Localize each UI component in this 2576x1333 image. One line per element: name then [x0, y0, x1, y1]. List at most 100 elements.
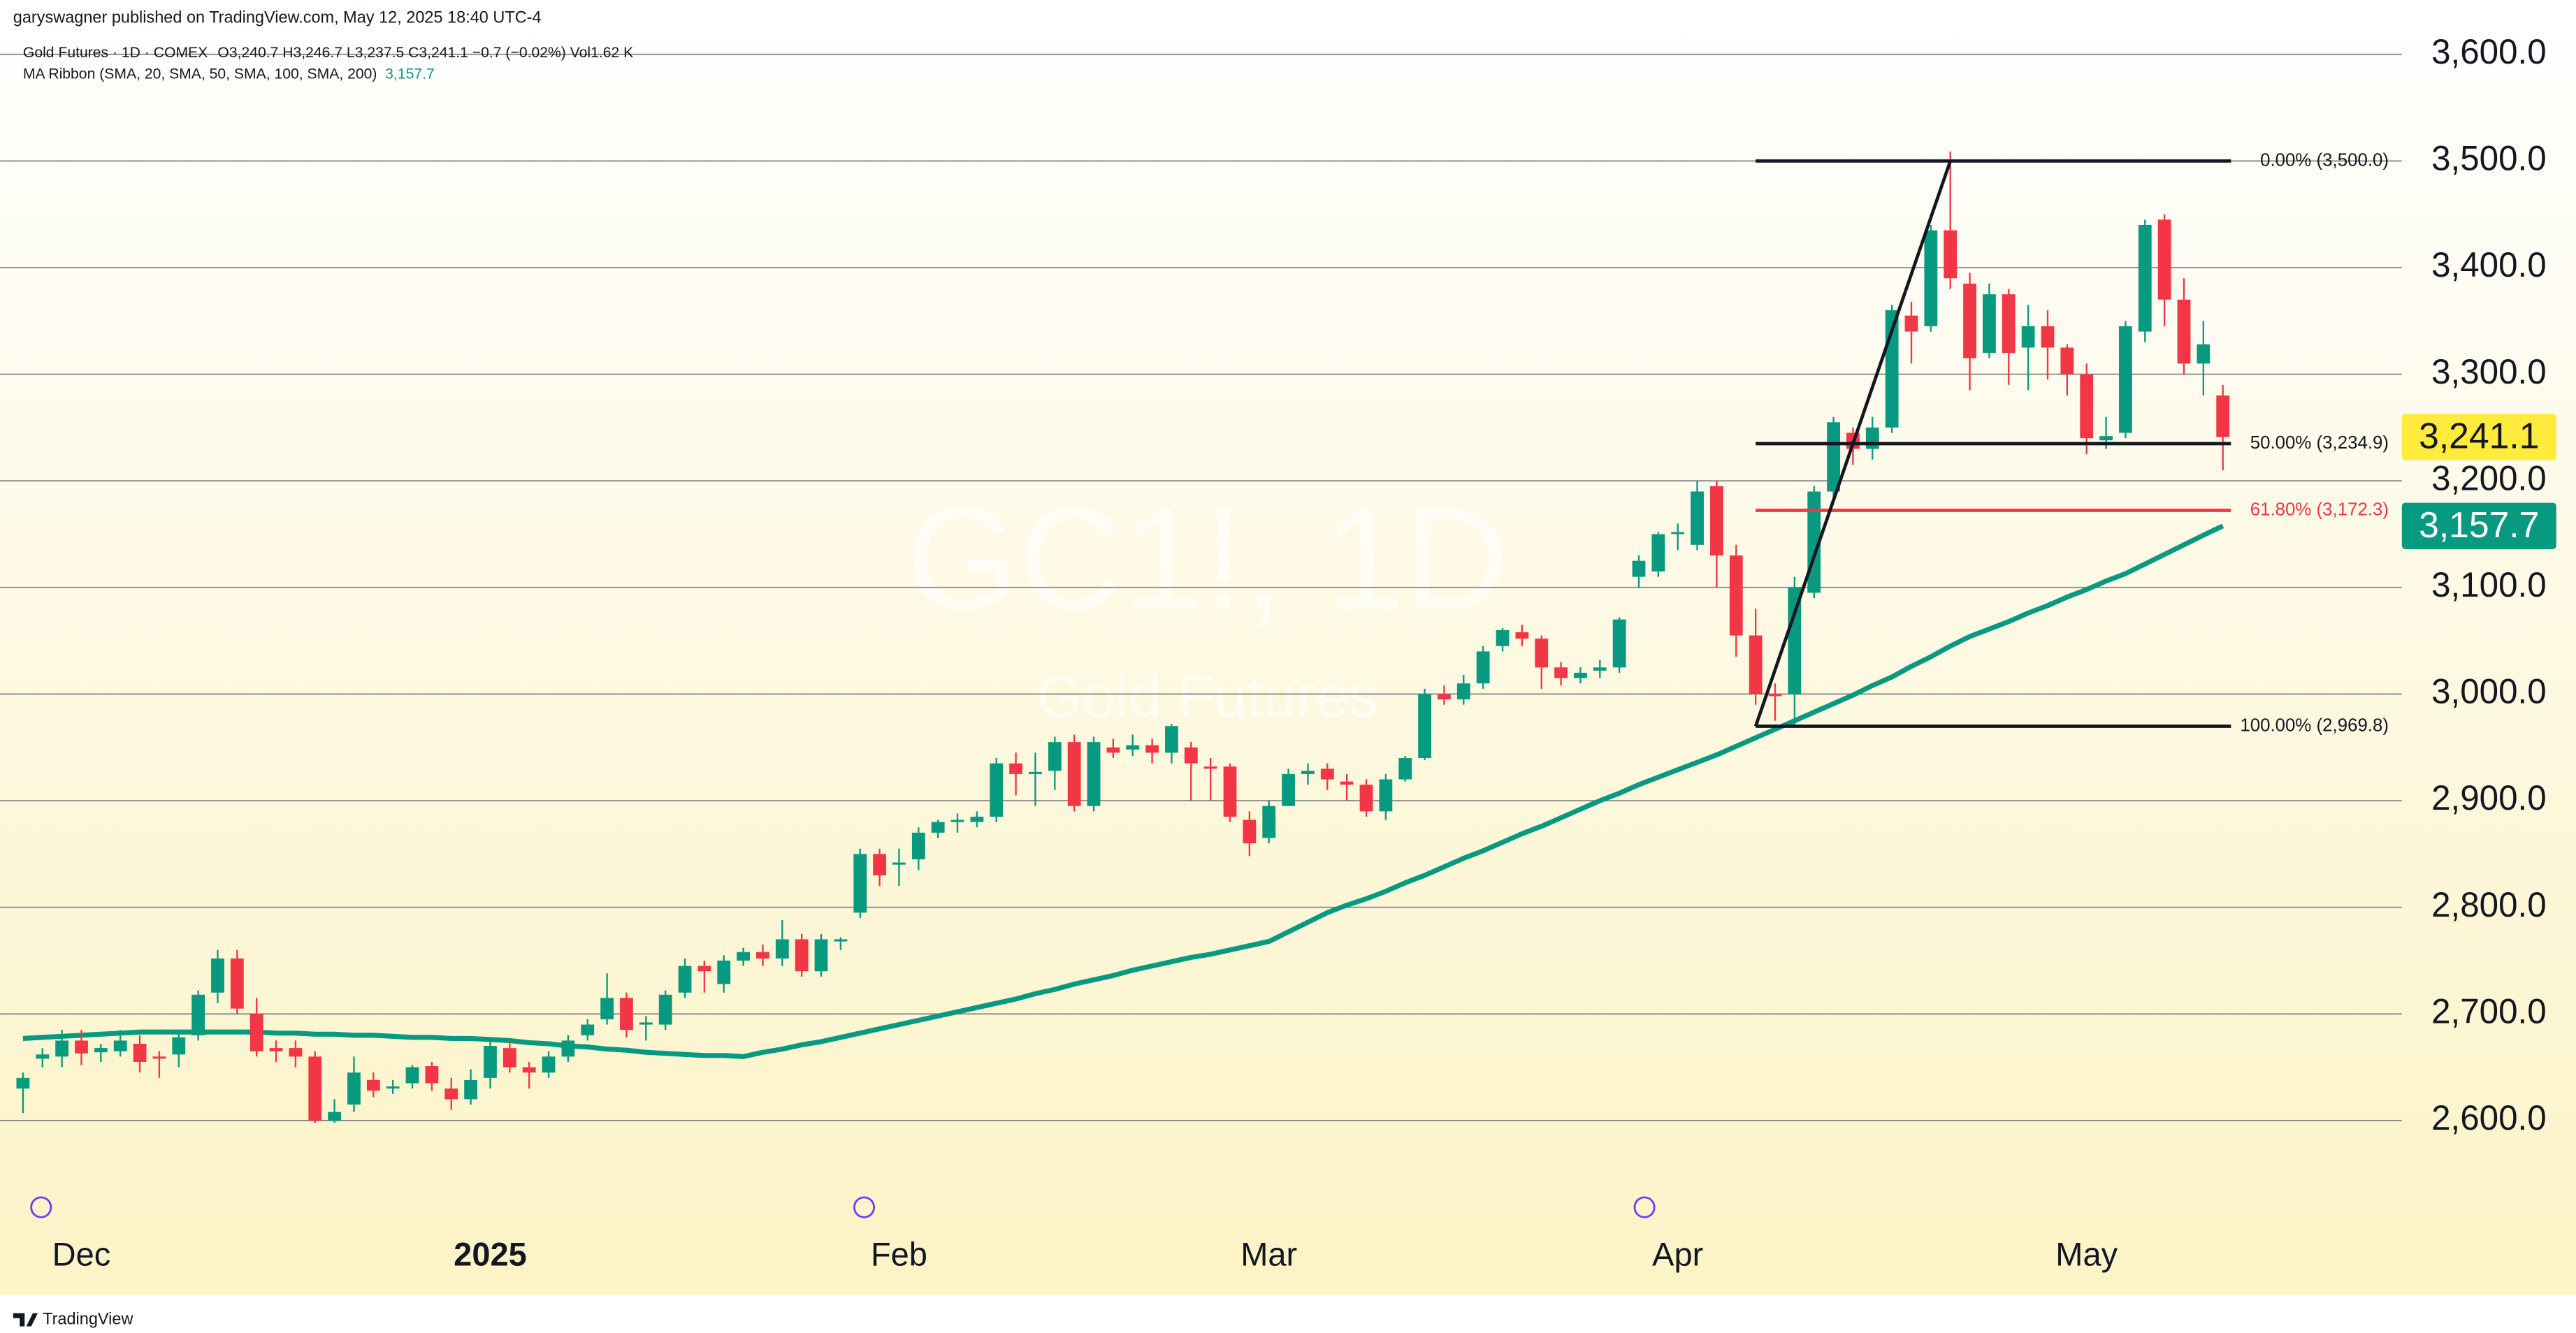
candle-body: [756, 952, 769, 959]
candle-body: [2099, 436, 2113, 441]
candle-body: [386, 1086, 400, 1089]
fib-label: 0.00% (3,500.0): [2260, 150, 2389, 170]
y-tick-label: 3,500.0: [2431, 139, 2547, 177]
candle-body: [600, 998, 614, 1019]
candle-body: [1729, 555, 1743, 636]
candle-body: [289, 1048, 303, 1057]
candle-body: [1496, 629, 1510, 646]
symbol: Gold Futures · 1D · COMEX: [23, 44, 208, 60]
y-tick-label: 3,200.0: [2431, 459, 2547, 497]
event-icon[interactable]: [1633, 1196, 1656, 1218]
candle-body: [522, 1067, 536, 1073]
candle-body: [425, 1066, 439, 1084]
candle-body: [152, 1056, 166, 1059]
candle-body: [36, 1054, 50, 1059]
candle-body: [211, 958, 224, 993]
candle-body: [1963, 283, 1976, 358]
candle-body: [1691, 491, 1704, 545]
x-tick-label: 2025: [454, 1235, 527, 1272]
candle-body: [834, 939, 848, 942]
candle-body: [990, 763, 1004, 817]
candle-body: [113, 1040, 127, 1051]
candle-body: [1301, 771, 1315, 774]
event-icon[interactable]: [853, 1196, 876, 1218]
candle-body: [269, 1048, 283, 1051]
candle-body: [775, 939, 789, 959]
candle-body: [697, 966, 711, 972]
candle-body: [1535, 639, 1549, 668]
candle-body: [2197, 344, 2210, 364]
candle-body: [1340, 781, 1354, 785]
candle-body: [2119, 326, 2132, 433]
plot: 2,600.0 2,700.0 2,800.0 2,900.0 3,000.0 3,100…: [0, 33, 2556, 1273]
candle-body: [55, 1040, 69, 1057]
y-tick-label: 2,800.0: [2431, 886, 2547, 924]
candle-body: [1029, 771, 1042, 774]
candle-body: [75, 1040, 88, 1054]
candle-body: [678, 966, 692, 993]
y-tick-label: 2,600.0: [2431, 1099, 2547, 1137]
candle-body: [1671, 532, 1685, 534]
fib-label: 61.80% (3,172.3): [2250, 500, 2389, 519]
event-icon[interactable]: [30, 1196, 52, 1218]
candle-body: [1048, 742, 1062, 771]
candle-body: [2177, 299, 2191, 364]
candle-body: [328, 1112, 342, 1121]
candle-body: [94, 1048, 108, 1053]
price-label: 3,241.1: [2419, 415, 2539, 456]
candle-body: [1418, 694, 1431, 759]
brand-logo: [13, 1313, 38, 1327]
candle-body: [1768, 694, 1782, 697]
candle-body: [1865, 427, 1879, 449]
x-tick-label: Dec: [52, 1235, 111, 1272]
background: [0, 0, 2576, 1295]
candle-body: [814, 939, 828, 972]
candle-body: [347, 1072, 361, 1105]
candle-body: [620, 998, 633, 1030]
x-tick-label: Feb: [871, 1235, 927, 1272]
candle-body: [405, 1067, 419, 1084]
candle-body: [795, 939, 809, 972]
candle-body: [950, 820, 964, 822]
candle-body: [1165, 726, 1178, 753]
candle-body: [1983, 294, 1996, 354]
candle-body: [1827, 422, 1840, 492]
y-tick-label: 3,100.0: [2431, 566, 2547, 604]
candle-body: [2157, 219, 2171, 300]
candle-body: [873, 854, 887, 875]
candle-body: [542, 1056, 556, 1073]
price-label-box: [2401, 414, 2556, 460]
indicator-name: MA Ribbon (SMA, 20, SMA, 50, SMA, 100, S…: [23, 66, 377, 82]
candle-body: [1710, 486, 1723, 556]
fib-label: 50.00% (3,234.9): [2250, 433, 2389, 453]
fib-label: 100.00% (2,969.8): [2240, 715, 2389, 735]
candle-body: [1398, 758, 1412, 780]
y-tick-label: 3,000.0: [2431, 672, 2547, 711]
candle-body: [191, 994, 205, 1035]
candle-body: [1924, 230, 1938, 326]
y-tick-label: 2,900.0: [2431, 779, 2547, 817]
candle-body: [2060, 347, 2074, 374]
candle-body: [1944, 230, 1958, 279]
y-tick-label: 3,300.0: [2431, 353, 2547, 391]
candle-body: [1126, 745, 1140, 750]
candle-body: [1788, 587, 1802, 694]
candle-body: [2216, 395, 2230, 437]
price-label-box: [2401, 502, 2556, 549]
candle-body: [970, 816, 984, 822]
candle-body: [2138, 224, 2152, 332]
x-tick-label: Mar: [1240, 1235, 1297, 1272]
candle-body: [1438, 694, 1451, 700]
candle-body: [230, 958, 244, 1009]
watermark-description: Gold Futures: [1036, 663, 1378, 729]
candle-body: [561, 1040, 575, 1057]
x-tick-label: Apr: [1652, 1235, 1703, 1272]
candle-body: [1009, 763, 1022, 774]
candle-body: [1651, 534, 1665, 571]
trend-line: [1753, 160, 1952, 727]
brand: TradingView: [43, 1309, 133, 1327]
candle-body: [1476, 651, 1490, 684]
footer: [0, 1295, 2576, 1333]
